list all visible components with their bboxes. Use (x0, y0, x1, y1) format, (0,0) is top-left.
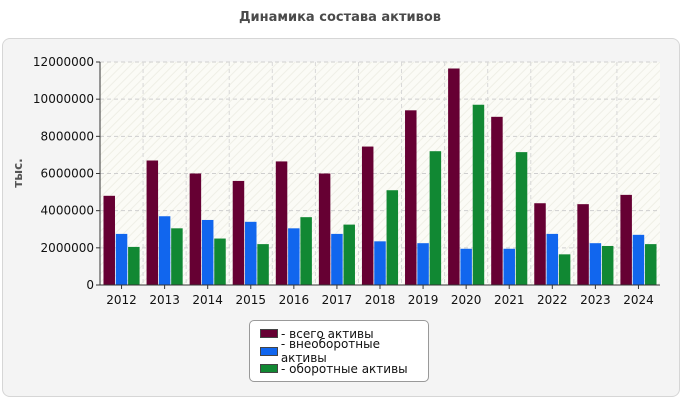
bar-2023-s0 (577, 204, 589, 285)
bar-2020-s0 (448, 68, 460, 285)
bar-2024-s1 (632, 234, 645, 285)
x-tick-label: 2014 (192, 293, 223, 307)
legend-label-current: - оборотные активы (281, 361, 408, 376)
x-tick-label: 2013 (149, 293, 180, 307)
x-tick-label: 2012 (106, 293, 137, 307)
bar-2020-s1 (460, 248, 472, 285)
bar-2013-s0 (146, 160, 159, 285)
legend-item-current: - оборотные активы (260, 360, 428, 378)
y-tick-label: 10000000 (33, 92, 94, 106)
legend-swatch-total (260, 329, 278, 339)
x-tick-label: 2016 (279, 293, 310, 307)
bar-2022-s2 (558, 254, 571, 285)
y-tick-label: 12000000 (33, 55, 94, 69)
legend-swatch-current (260, 364, 278, 374)
bar-2012-s0 (103, 195, 115, 285)
bar-2023-s2 (601, 245, 614, 285)
bar-2013-s2 (171, 228, 183, 285)
y-axis-label: тыс. (11, 158, 25, 187)
bar-2015-s2 (257, 244, 269, 285)
bar-2021-s1 (503, 248, 515, 285)
legend: - всего активы - внеоборотные активы - о… (249, 320, 429, 382)
x-tick-label: 2024 (623, 293, 654, 307)
chart-title: Динамика состава активов (238, 10, 442, 25)
x-tick-label: 2017 (322, 293, 353, 307)
bar-2017-s1 (331, 233, 343, 285)
bar-2014-s1 (201, 219, 214, 285)
y-tick-label: 0 (86, 278, 94, 292)
bar-2016-s1 (288, 228, 300, 285)
bar-2017-s0 (318, 173, 331, 285)
bar-2012-s1 (115, 233, 128, 285)
legend-item-total: - всего активы (260, 325, 428, 343)
bar-2019-s2 (429, 151, 442, 285)
x-tick-label: 2018 (365, 293, 396, 307)
legend-swatch-noncurrent (260, 346, 278, 356)
bar-2019-s1 (417, 243, 429, 285)
legend-label-total: - всего активы (281, 326, 374, 341)
bar-2021-s0 (491, 116, 503, 285)
x-tick-label: 2022 (537, 293, 568, 307)
bar-2019-s0 (405, 110, 417, 285)
bar-2016-s2 (300, 217, 312, 285)
x-tick-label: 2020 (451, 293, 482, 307)
legend-item-noncurrent: - внеоборотные активы (260, 337, 428, 365)
y-tick-label: 4000000 (41, 204, 94, 218)
bar-2022-s1 (546, 233, 559, 285)
x-tick-label: 2015 (235, 293, 266, 307)
bar-2015-s0 (232, 180, 245, 285)
y-tick-label: 2000000 (41, 241, 94, 255)
bar-2023-s1 (589, 243, 602, 285)
legend-label-noncurrent: - внеоборотные активы (280, 337, 380, 366)
bar-2020-s2 (472, 104, 485, 285)
bar-2017-s2 (343, 224, 355, 285)
bar-2013-s1 (158, 216, 171, 285)
x-tick-label: 2023 (580, 293, 611, 307)
y-tick-label: 8000000 (41, 129, 94, 143)
bar-2018-s2 (386, 190, 399, 285)
bar-2018-s1 (374, 241, 386, 285)
bar-2016-s0 (275, 161, 288, 285)
bar-2024-s2 (645, 244, 657, 285)
bar-2015-s1 (245, 221, 257, 285)
bar-2022-s0 (534, 203, 546, 285)
x-tick-label: 2021 (494, 293, 525, 307)
x-tick-label: 2019 (408, 293, 439, 307)
bar-2012-s2 (128, 246, 140, 285)
bar-2021-s2 (515, 152, 528, 285)
y-tick-label: 6000000 (41, 167, 94, 181)
bar-2014-s2 (214, 238, 226, 285)
bar-2024-s0 (620, 194, 632, 285)
bar-2018-s0 (361, 146, 374, 285)
bar-2014-s0 (189, 173, 202, 285)
